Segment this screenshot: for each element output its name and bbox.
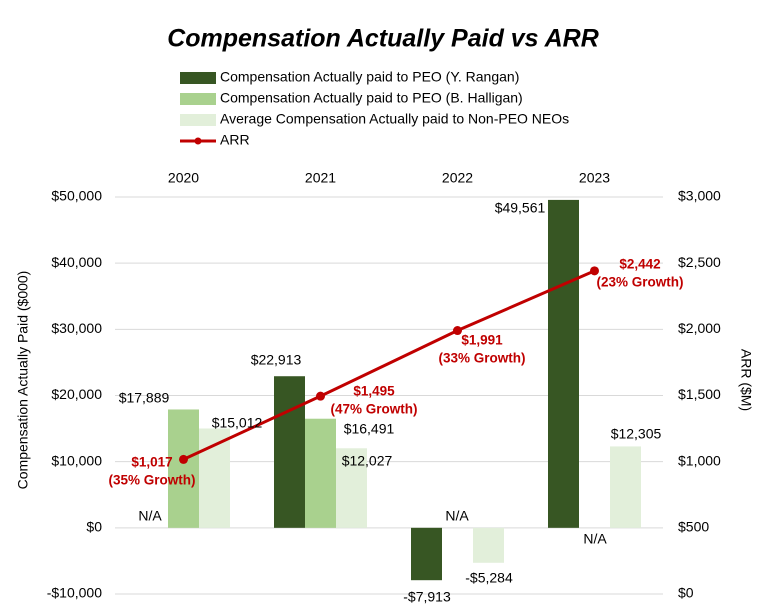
bar [336, 448, 367, 528]
legend-marker [194, 137, 202, 145]
x-tick-label: 2022 [442, 170, 473, 186]
bar-value-label: $15,012 [212, 415, 263, 431]
bar-value-label: N/A [445, 508, 469, 524]
arr-growth-label: (23% Growth) [596, 275, 683, 290]
arr-line [182, 269, 596, 461]
bar-value-label: -$5,284 [465, 570, 513, 586]
arr-growth-label: (35% Growth) [108, 473, 195, 488]
x-tick-label: 2020 [168, 170, 199, 186]
arr-marker [316, 391, 325, 401]
y2-tick-label: $0 [678, 585, 694, 601]
y-tick-label: -$10,000 [47, 585, 102, 601]
arr-value-label: $2,442 [619, 257, 660, 272]
bar-value-label: N/A [583, 531, 607, 547]
bar [274, 376, 305, 528]
bar [305, 418, 336, 528]
legend-label: Average Compensation Actually paid to No… [220, 111, 569, 127]
arr-marker [453, 326, 462, 336]
arr-value-label: $1,017 [131, 455, 172, 470]
y-tick-label: $30,000 [51, 320, 102, 336]
bar [411, 527, 442, 581]
bar-value-label: $17,889 [119, 390, 170, 406]
legend-label: ARR [220, 132, 250, 148]
y2-tick-label: $3,000 [678, 188, 721, 204]
y2-tick-label: $2,000 [678, 320, 721, 336]
legend-swatch [180, 72, 216, 84]
y-tick-label: $10,000 [51, 452, 102, 468]
bar-value-label: $16,491 [344, 421, 395, 437]
y-tick-label: $20,000 [51, 386, 102, 402]
bar-value-label: $12,027 [342, 453, 393, 469]
bar-value-label: -$7,913 [403, 589, 451, 605]
bar [199, 428, 230, 528]
bar [548, 199, 579, 528]
y-tick-label: $0 [86, 519, 102, 535]
bar-value-label: $12,305 [611, 426, 662, 442]
y-tick-label: $40,000 [51, 254, 102, 270]
arr-value-label: $1,991 [461, 333, 503, 348]
bar-value-label: N/A [138, 508, 162, 524]
arr-marker [590, 266, 599, 276]
arr-growth-label: (47% Growth) [330, 402, 417, 417]
y-axis-label: Compensation Actually Paid ($000) [15, 271, 31, 490]
bar-value-label: $22,913 [251, 352, 302, 368]
legend-label: Compensation Actually paid to PEO (B. Ha… [220, 90, 523, 106]
arr-marker [179, 454, 188, 464]
x-tick-label: 2021 [305, 170, 336, 186]
arr-growth-label: (33% Growth) [438, 351, 525, 366]
y2-axis-label: ARR ($M) [738, 349, 754, 411]
bar [168, 409, 199, 528]
legend-swatch [180, 114, 216, 126]
x-tick-label: 2023 [579, 170, 610, 186]
legend-label: Compensation Actually paid to PEO (Y. Ra… [220, 69, 519, 85]
y2-tick-label: $500 [678, 519, 709, 535]
y2-tick-label: $1,000 [678, 452, 721, 468]
y2-tick-label: $1,500 [678, 386, 721, 402]
bar [610, 446, 641, 528]
arr-value-label: $1,495 [353, 384, 395, 399]
bar [473, 527, 504, 563]
y-tick-label: $50,000 [51, 188, 102, 204]
chart-title: Compensation Actually Paid vs ARR [167, 25, 599, 53]
legend-swatch [180, 93, 216, 105]
y2-tick-label: $2,500 [678, 254, 721, 270]
bar-value-label: $49,561 [495, 200, 546, 216]
